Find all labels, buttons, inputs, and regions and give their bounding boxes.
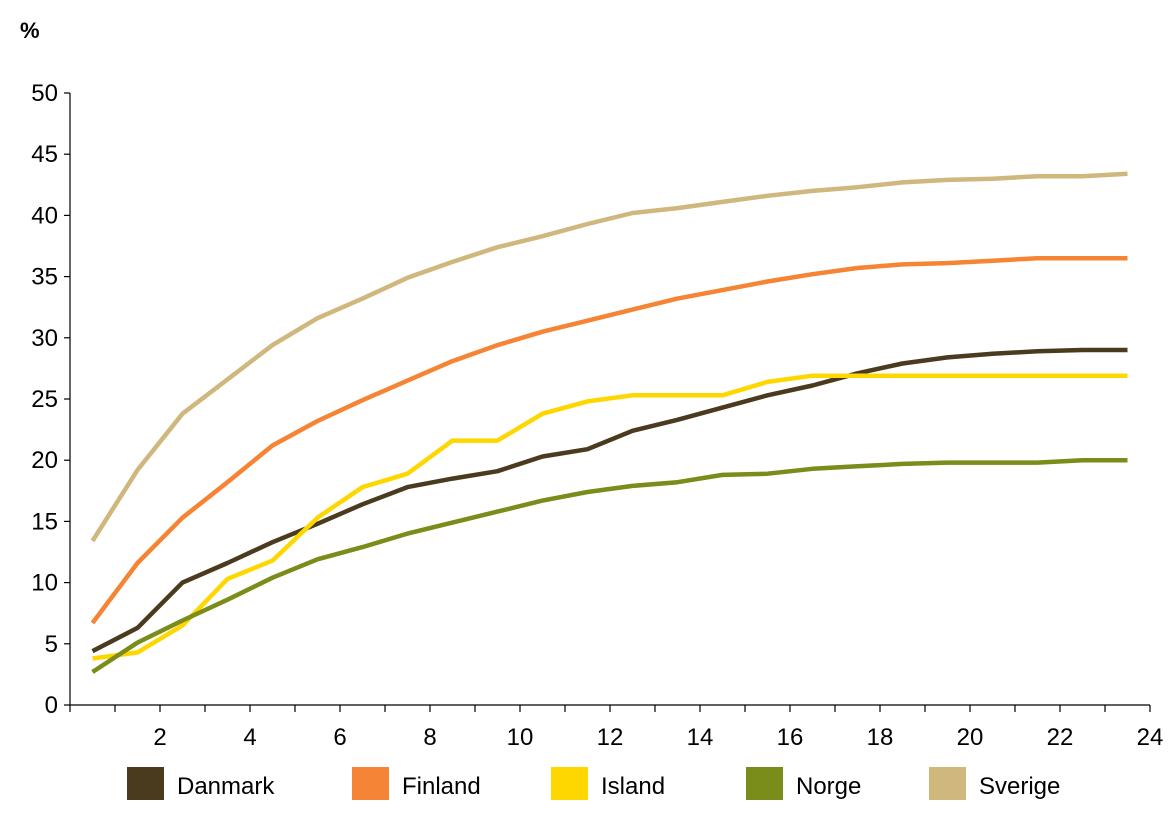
series-line-island [92,373,1128,661]
y-tick-label: 45 [31,141,58,168]
x-tick-label: 22 [1047,724,1074,751]
series-line-finland [90,255,1128,625]
legend-label-sverige: Sverige [979,773,1060,800]
legend-swatch-sverige [929,767,966,800]
x-tick-label: 18 [867,724,894,751]
legend-label-island: Island [601,773,665,800]
y-tick-label: 20 [31,447,58,474]
y-unit-label: % [20,18,40,43]
legend-label-norge: Norge [796,773,861,800]
legend-swatch-finland [352,767,389,800]
x-tick-label: 12 [597,724,624,751]
legend-swatch-island [551,767,588,800]
y-tick-label: 30 [31,325,58,352]
legend-label-finland: Finland [402,773,481,800]
x-tick-label: 20 [957,724,984,751]
y-tick-label: 50 [31,80,58,107]
y-tick-label: 5 [45,631,58,658]
legend-swatch-danmark [127,767,164,800]
series-lines [90,171,1128,674]
x-tick-label: 14 [687,724,714,751]
x-tick-label: 4 [243,724,256,751]
x-tick-label: 10 [507,724,534,751]
y-tick-label: 40 [31,202,58,229]
y-tick-label: 15 [31,508,58,535]
legend: Danmark Finland Island Norge Sverige [127,767,1060,800]
y-tick-label: 10 [31,570,58,597]
legend-swatch-norge [746,767,783,800]
x-tick-label: 8 [423,724,436,751]
x-tick-label: 16 [777,724,804,751]
series-line-danmark [91,347,1128,654]
legend-label-danmark: Danmark [177,773,275,800]
x-tick-label: 24 [1137,724,1164,751]
y-tick-label: 35 [31,264,58,291]
axes [64,92,1151,712]
y-tick-label: 25 [31,386,58,413]
x-tick-label: 2 [153,724,166,751]
x-tick-label: 6 [333,724,346,751]
series-line-norge [91,457,1128,674]
series-line-sverige [90,171,1128,543]
y-tick-label: 0 [45,692,58,719]
